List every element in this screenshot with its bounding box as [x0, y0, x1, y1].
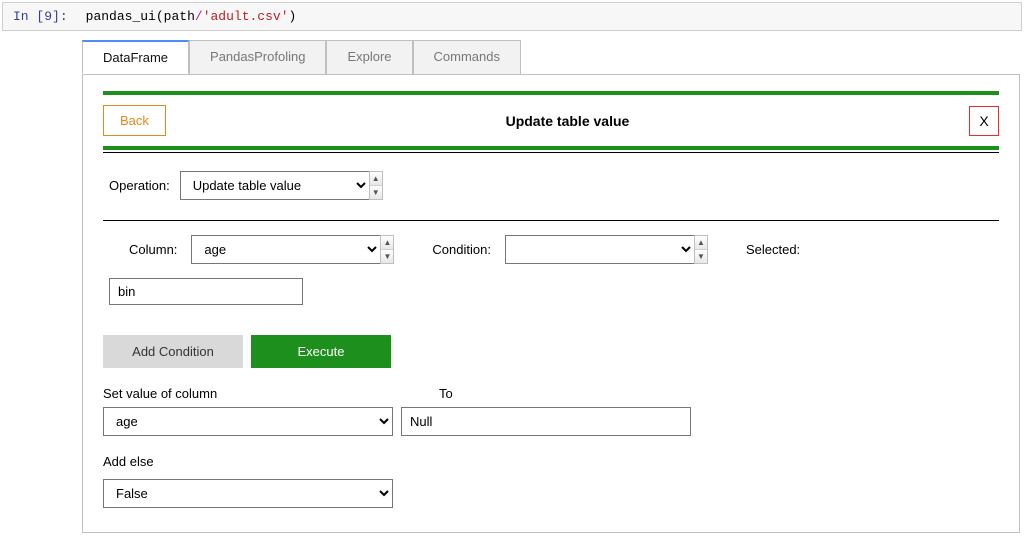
code-rparen: ) — [289, 9, 297, 24]
separator-green — [103, 146, 999, 150]
to-label: To — [439, 386, 729, 401]
code-input[interactable]: pandas_ui(path/'adult.csv') — [78, 3, 1021, 30]
condition-select[interactable] — [505, 235, 695, 264]
code-string: 'adult.csv' — [203, 9, 289, 24]
spinner-down-icon[interactable]: ▼ — [370, 186, 382, 199]
add-else-select[interactable]: False — [103, 479, 393, 508]
tabs: DataFrame PandasProfoling Explore Comman… — [82, 40, 1020, 75]
code-lparen: ( — [156, 9, 164, 24]
header-row: Back Update table value X — [103, 105, 999, 136]
column-select[interactable]: age — [191, 235, 381, 264]
set-value-inputs: age — [103, 407, 999, 436]
operation-label: Operation: — [109, 178, 170, 193]
code-id: path — [164, 9, 195, 24]
set-value-column-select[interactable]: age — [103, 407, 393, 436]
tab-pandasprofoling[interactable]: PandasProfoling — [189, 40, 326, 74]
operation-spinner[interactable]: ▲ ▼ — [369, 171, 383, 200]
panel-title: Update table value — [166, 113, 969, 129]
to-input[interactable] — [401, 407, 691, 436]
code-fn: pandas_ui — [86, 9, 156, 24]
close-button[interactable]: X — [969, 106, 999, 136]
operation-row: Operation: Update table value ▲ ▼ — [103, 153, 999, 218]
operation-select-wrap: Update table value ▲ ▼ — [180, 171, 383, 200]
column-select-wrap: age ▲ ▼ — [191, 235, 394, 264]
output-area: DataFrame PandasProfoling Explore Comman… — [78, 31, 1024, 541]
spinner-up-icon[interactable]: ▲ — [695, 236, 707, 250]
code-cell: In [9]: pandas_ui(path/'adult.csv') — [2, 2, 1022, 31]
code-op: / — [195, 9, 203, 24]
prompt-number: 9 — [44, 9, 52, 24]
prompt-prefix: In [ — [13, 9, 44, 24]
tab-commands[interactable]: Commands — [413, 40, 521, 74]
back-button[interactable]: Back — [103, 105, 166, 136]
input-prompt: In [9]: — [3, 3, 78, 30]
operation-select[interactable]: Update table value — [180, 171, 370, 200]
condition-row: Column: age ▲ ▼ Condition: ▲ ▼ — [103, 221, 999, 319]
execute-button[interactable]: Execute — [251, 335, 391, 368]
column-label: Column: — [129, 242, 177, 257]
top-border — [103, 91, 999, 95]
tab-dataframe[interactable]: DataFrame — [82, 40, 189, 74]
column-spinner[interactable]: ▲ ▼ — [380, 235, 394, 264]
spinner-up-icon[interactable]: ▲ — [370, 172, 382, 186]
action-button-row: Add Condition Execute — [103, 335, 999, 368]
set-value-labels: Set value of column To — [103, 386, 999, 401]
add-condition-button[interactable]: Add Condition — [103, 335, 243, 368]
spinner-down-icon[interactable]: ▼ — [695, 250, 707, 263]
set-value-label: Set value of column — [103, 386, 393, 401]
condition-spinner[interactable]: ▲ ▼ — [694, 235, 708, 264]
condition-select-wrap: ▲ ▼ — [505, 235, 708, 264]
condition-label: Condition: — [432, 242, 491, 257]
spinner-up-icon[interactable]: ▲ — [381, 236, 393, 250]
tab-explore[interactable]: Explore — [326, 40, 412, 74]
selected-input[interactable] — [109, 278, 303, 305]
selected-label: Selected: — [746, 242, 800, 257]
prompt-suffix: ]: — [52, 9, 68, 24]
add-else-label: Add else — [103, 454, 999, 469]
panel-dataframe: Back Update table value X Operation: Upd… — [82, 74, 1020, 533]
spinner-down-icon[interactable]: ▼ — [381, 250, 393, 263]
